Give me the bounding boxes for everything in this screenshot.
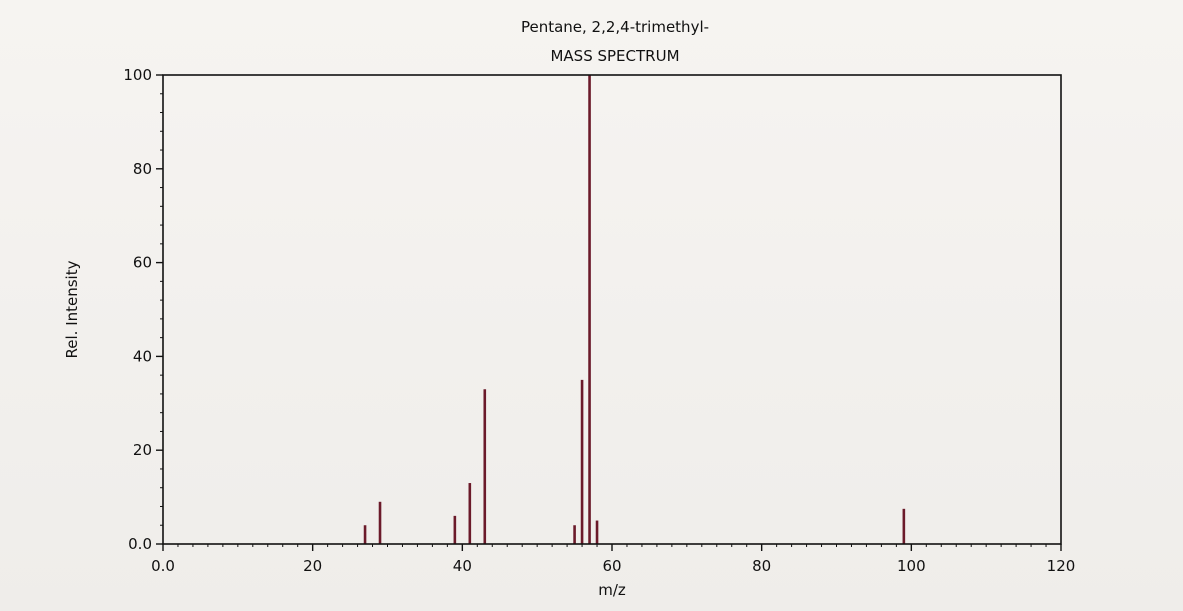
spectrum-bars [363, 75, 906, 544]
y-tick-label: 80 [133, 160, 152, 178]
y-axis-label: Rel. Intensity [63, 260, 81, 358]
x-tick-label: 100 [897, 557, 926, 575]
x-tick-label: 120 [1047, 557, 1076, 575]
x-tick-label: 60 [602, 557, 621, 575]
x-tick-label: 80 [752, 557, 771, 575]
plot-frame [162, 74, 1062, 545]
y-tick-label: 60 [133, 254, 152, 272]
x-axis-label: m/z [598, 581, 626, 599]
y-axis-ticks: 0.0 20 40 60 80 100 [123, 66, 163, 553]
y-tick-label: 20 [133, 441, 152, 459]
y-tick-label: 100 [123, 66, 152, 84]
chart-subtitle: MASS SPECTRUM [550, 47, 680, 65]
y-tick-label: 0.0 [128, 535, 152, 553]
chart-title: Pentane, 2,2,4-trimethyl- [520, 18, 710, 36]
x-axis-ticks: 0.0 20 40 60 80 100 120 [151, 544, 1075, 575]
y-tick-label: 40 [133, 347, 152, 365]
x-tick-label: 20 [303, 557, 322, 575]
x-tick-label: 0.0 [151, 557, 175, 575]
x-tick-label: 40 [453, 557, 472, 575]
